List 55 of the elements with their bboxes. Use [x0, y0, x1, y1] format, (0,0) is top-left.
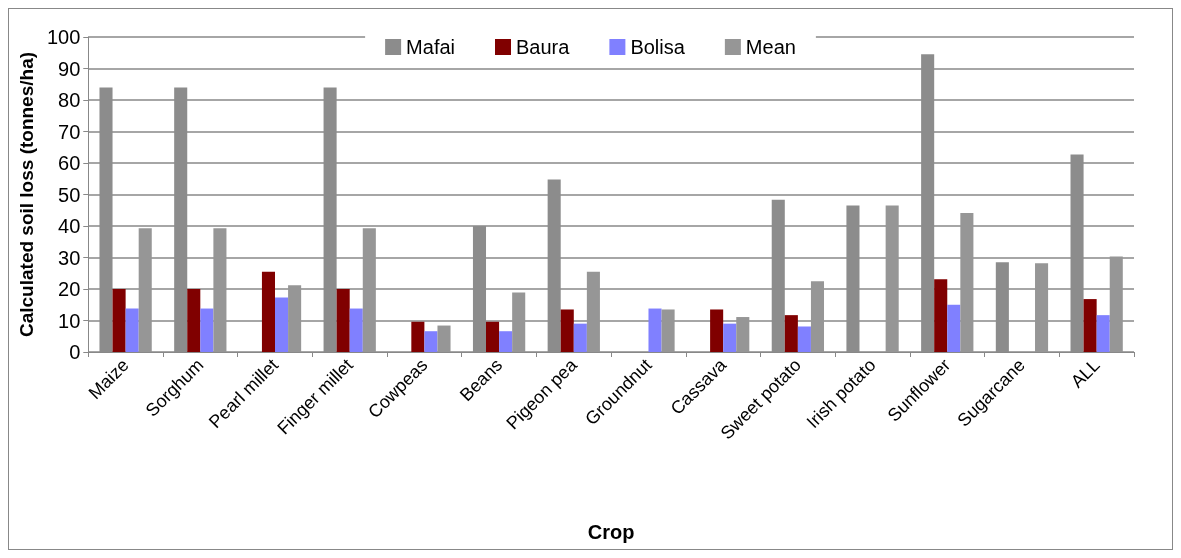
- bar: [560, 309, 574, 352]
- bar: [885, 205, 899, 352]
- bar: [1096, 315, 1110, 352]
- y-tick-label: 30: [58, 246, 81, 269]
- y-tick-label: 100: [46, 26, 81, 48]
- y-tick-label: 40: [58, 215, 81, 237]
- y-tick-label: 70: [58, 120, 81, 143]
- x-axis-title: Crop: [587, 521, 635, 543]
- x-tick-label: ALL: [1066, 354, 1104, 392]
- bar: [424, 331, 438, 352]
- bar: [1109, 256, 1123, 352]
- bar: [349, 308, 363, 352]
- bar: [661, 309, 675, 352]
- bar: [336, 289, 350, 352]
- y-tick-label: 80: [58, 89, 81, 111]
- y-tick-label: 90: [58, 57, 81, 80]
- bar: [437, 325, 451, 352]
- bar: [362, 228, 376, 352]
- bar: [288, 285, 302, 352]
- bar: [411, 321, 425, 352]
- y-tick-label: 0: [69, 341, 81, 363]
- bar: [125, 308, 139, 352]
- bar: [187, 289, 201, 352]
- bar: [934, 279, 948, 352]
- y-tick-label: 10: [58, 309, 81, 332]
- bar: [797, 326, 811, 352]
- bar: [112, 289, 126, 352]
- y-tick-label: 50: [58, 183, 81, 206]
- bar: [486, 321, 500, 352]
- legend-label: Mean: [745, 36, 796, 58]
- bar: [275, 297, 289, 352]
- bar: [1035, 263, 1049, 352]
- bar: [586, 271, 600, 352]
- y-tick-label: 60: [58, 152, 81, 174]
- bar: [138, 228, 152, 352]
- bar: [261, 271, 276, 352]
- legend-label: Bolisa: [630, 36, 686, 58]
- bar: [710, 309, 724, 352]
- bar: [512, 292, 526, 352]
- bar: [573, 323, 587, 352]
- legend-label: Mafai: [406, 36, 456, 58]
- bar: [1083, 299, 1097, 352]
- bar: [736, 317, 750, 352]
- bar: [213, 228, 227, 352]
- bar: [810, 281, 825, 352]
- bar: [947, 304, 961, 352]
- bar: [960, 213, 974, 352]
- y-axis-title: Calculated soil loss (tonnes/ha): [16, 51, 37, 338]
- bar: [499, 331, 513, 352]
- bar: [200, 308, 214, 352]
- bar: [784, 315, 798, 352]
- bar: [723, 323, 737, 352]
- legend-label: Baura: [516, 36, 571, 58]
- bar: [648, 308, 662, 352]
- y-tick-label: 20: [58, 278, 81, 300]
